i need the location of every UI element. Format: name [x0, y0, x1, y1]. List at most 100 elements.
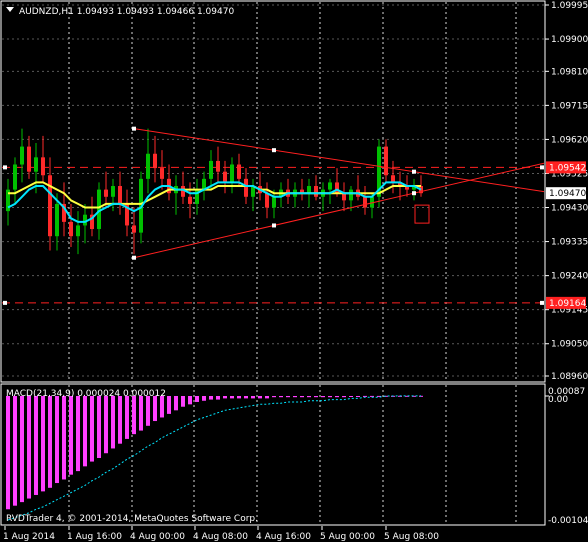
symbol-header: AUDNZD,H1 1.09493 1.09493 1.09466 1.0947…	[6, 7, 234, 17]
trendline-anchor	[412, 191, 416, 196]
candle-body	[342, 193, 346, 201]
price-tag-label: 1.09542	[549, 163, 586, 173]
candle-body	[202, 178, 206, 190]
price-tick-label: 1.09900	[551, 35, 588, 45]
trendline-anchor	[132, 255, 136, 260]
candle-body	[195, 189, 199, 204]
candle-body	[48, 175, 52, 237]
macd-signal-line	[7, 395, 421, 521]
candle-body	[216, 160, 220, 172]
time-axis: 1 Aug 2014 1 Aug 16:00 4 Aug 00:00 4 Aug 08…	[3, 526, 439, 542]
trendline-anchor	[132, 126, 136, 131]
candle-body	[307, 186, 311, 194]
price-tick-label: 1.09335	[551, 238, 588, 248]
price-tag	[546, 161, 586, 174]
macd-bar	[160, 396, 164, 418]
macd-pane: MACD(21,34,9) 0.000024 0.000012 0.00087 …	[0, 383, 588, 526]
candle-body	[370, 196, 374, 208]
macd-bar	[377, 395, 381, 397]
macd-bar	[342, 396, 346, 398]
macd-bar	[62, 396, 66, 480]
macd-histogram	[6, 395, 423, 510]
time-tick-label: 4 Aug 08:00	[193, 532, 248, 542]
macd-bar	[412, 395, 416, 397]
macd-bar	[97, 396, 101, 458]
symbol-line: AUDNZD,H1 1.09493 1.09493 1.09466 1.0947…	[19, 7, 234, 17]
candle-body	[209, 160, 213, 179]
price-tick-label: 1.09145	[551, 306, 588, 316]
time-tick-label: 4 Aug 00:00	[130, 532, 185, 542]
price-tick-label: 1.09620	[551, 135, 588, 145]
candle-body	[251, 186, 255, 197]
time-tick-label: 5 Aug 00:00	[320, 532, 375, 542]
level-anchor	[3, 165, 7, 170]
candle-body	[237, 164, 241, 179]
candle-body	[6, 189, 10, 212]
trendline	[133, 162, 545, 259]
candle-body	[314, 186, 318, 197]
macd-bar	[20, 396, 24, 503]
trendline-anchor	[412, 169, 416, 174]
trendline-anchor	[272, 148, 276, 153]
candle-body	[20, 146, 24, 165]
candle-body	[62, 203, 66, 222]
macd-bar	[188, 396, 192, 405]
candle-body	[398, 182, 402, 187]
macd-bar	[55, 396, 59, 484]
macd-bar	[139, 396, 143, 431]
candle-body	[90, 214, 94, 230]
price-tag-label: 1.09470	[549, 189, 586, 199]
macd-bar	[167, 396, 171, 414]
candle-body	[83, 214, 87, 226]
candle-body	[27, 146, 31, 172]
time-tick-label: 1 Aug 2014	[3, 532, 55, 542]
price-axis: 1.09995 1.09900 1.09810 1.09715 1.09620 1.095…	[545, 1, 588, 382]
candle-body	[76, 225, 80, 237]
macd-bar	[111, 396, 115, 449]
level-anchor	[540, 300, 544, 305]
candle-body	[188, 196, 192, 204]
macd-bar	[153, 396, 157, 422]
marker-box	[414, 204, 430, 224]
candle-body	[181, 186, 185, 197]
collapse-icon[interactable]	[6, 7, 14, 12]
macd-bar	[328, 396, 332, 398]
candle-body	[125, 203, 129, 226]
candle-body	[349, 189, 353, 201]
macd-bar	[90, 396, 94, 462]
macd-bar	[76, 396, 80, 472]
macd-bar	[223, 396, 227, 399]
price-tag-label: 1.09164	[549, 299, 586, 309]
trendlines	[132, 126, 545, 260]
macd-bar	[209, 396, 213, 400]
grid	[2, 2, 544, 381]
candle-body	[391, 175, 395, 183]
candles	[6, 128, 423, 255]
macd-bar	[83, 396, 87, 467]
candle-body	[132, 225, 136, 233]
macd-bar	[230, 396, 234, 399]
macd-bar	[251, 396, 255, 399]
candle-body	[223, 171, 227, 183]
candle-body	[111, 186, 115, 197]
price-tick-label: 1.09240	[551, 272, 588, 282]
trendline-anchor	[272, 223, 276, 228]
time-tick-label: 5 Aug 08:00	[384, 532, 439, 542]
candle-body	[300, 189, 304, 194]
macd-bar	[370, 395, 374, 397]
candle-body	[153, 153, 157, 169]
macd-bar	[272, 396, 276, 398]
macd-pane-border	[0, 383, 546, 526]
candle-body	[377, 146, 381, 197]
candle-body	[244, 178, 248, 197]
level-anchor	[3, 300, 7, 305]
macd-bar	[41, 396, 45, 492]
candle-body	[160, 168, 164, 179]
candle-body	[55, 203, 59, 237]
price-pane-border	[0, 0, 546, 383]
candle-body	[104, 189, 108, 197]
macd-bar	[104, 396, 108, 454]
candle-body	[230, 164, 234, 183]
macd-bar	[69, 396, 73, 475]
macd-bar	[195, 396, 199, 402]
